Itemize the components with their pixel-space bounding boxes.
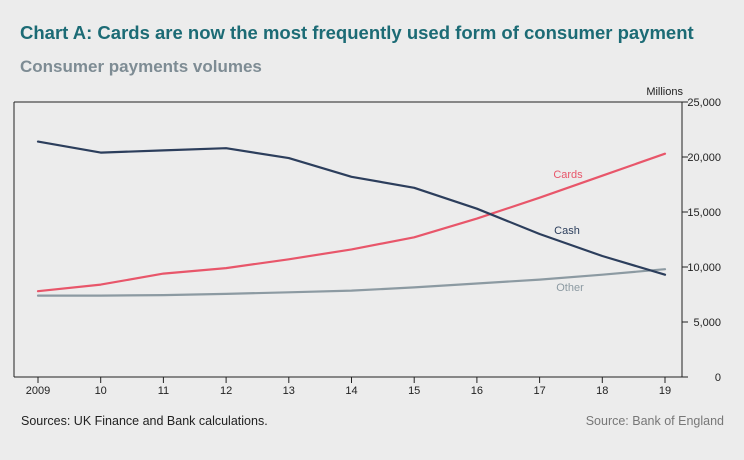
source-credit: Source: Bank of England bbox=[585, 414, 724, 428]
x-tick-label: 16 bbox=[471, 385, 483, 397]
x-tick-label: 13 bbox=[283, 385, 295, 397]
y-tick-label: 25,000 bbox=[687, 97, 721, 109]
x-tick-label: 18 bbox=[596, 385, 608, 397]
series-label-cash: Cash bbox=[554, 225, 580, 237]
series-line-cash bbox=[36, 140, 667, 276]
y-tick-label: 5,000 bbox=[693, 317, 721, 329]
x-tick-label: 10 bbox=[95, 385, 107, 397]
series-lines bbox=[36, 140, 667, 297]
y-tick-label: 20,000 bbox=[687, 152, 721, 164]
series-line-other bbox=[36, 268, 667, 297]
x-tick-label: 12 bbox=[220, 385, 232, 397]
axes: 0 5,000 10,000 15,000 20,000 25,000 Millions 20… bbox=[13, 86, 721, 397]
y-axis-unit-label: Millions bbox=[646, 86, 683, 98]
series-label-cards: Cards bbox=[553, 169, 583, 181]
series-label-other: Other bbox=[556, 282, 584, 294]
sources-note: Sources: UK Finance and Bank calculation… bbox=[21, 414, 268, 428]
x-tick-label: 17 bbox=[533, 385, 545, 397]
y-tick-label: 10,000 bbox=[687, 262, 721, 274]
y-tick-label: 15,000 bbox=[687, 207, 721, 219]
x-tick-label: 14 bbox=[345, 385, 357, 397]
chart-subtitle: Consumer payments volumes bbox=[20, 57, 262, 76]
x-tick-label: 11 bbox=[158, 385, 169, 397]
x-tick-label: 2009 bbox=[26, 385, 50, 397]
y-tick-label: 0 bbox=[715, 372, 721, 384]
chart-title: Chart A: Cards are now the most frequent… bbox=[20, 22, 694, 43]
x-tick-label: 15 bbox=[408, 385, 420, 397]
x-tick-label: 19 bbox=[659, 385, 671, 397]
series-labels: Cash Cards Other bbox=[553, 169, 584, 294]
series-line-cards bbox=[36, 152, 667, 293]
